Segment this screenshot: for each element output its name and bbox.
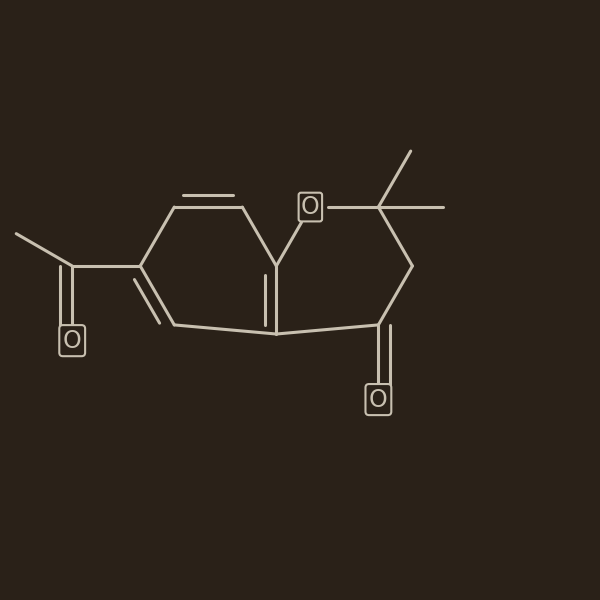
Text: O: O (369, 388, 388, 412)
Text: O: O (63, 329, 82, 353)
Text: O: O (301, 195, 320, 219)
